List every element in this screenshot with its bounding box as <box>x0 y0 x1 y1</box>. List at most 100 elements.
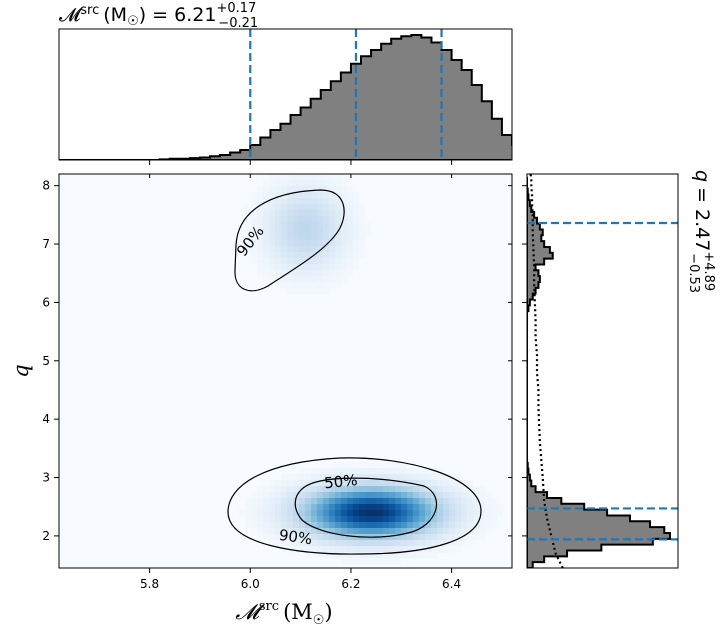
heatmap-cell <box>347 246 354 253</box>
heatmap-cell <box>341 222 348 229</box>
heatmap-cell <box>257 240 264 247</box>
heatmap-cell <box>455 522 462 529</box>
heatmap-cell <box>335 252 342 259</box>
heatmap-cell <box>473 528 480 535</box>
heatmap-cell <box>269 216 276 223</box>
heatmap-cell <box>341 276 348 283</box>
heatmap-cell <box>281 252 288 259</box>
x-tick-label: 6.4 <box>442 577 461 591</box>
heatmap-cell <box>287 234 294 241</box>
heatmap-cell <box>317 486 324 493</box>
heatmap-cell <box>305 528 312 535</box>
heatmap-cell <box>449 528 456 535</box>
heatmap-cell <box>401 498 408 505</box>
heatmap-cell <box>311 186 318 193</box>
heatmap-cell <box>299 528 306 535</box>
heatmap-cell <box>473 534 480 541</box>
heatmap-cell <box>347 504 354 511</box>
heatmap-cell <box>341 228 348 235</box>
heatmap-cell <box>341 198 348 205</box>
heatmap-cell <box>365 546 372 553</box>
heatmap-cell <box>299 540 306 547</box>
heatmap-cell <box>275 498 282 505</box>
heatmap-cell <box>257 246 264 253</box>
heatmap-cell <box>359 510 366 517</box>
heatmap-cell <box>329 252 336 259</box>
heatmap-cell <box>485 516 492 523</box>
heatmap-cell <box>335 210 342 217</box>
heatmap-cell <box>275 222 282 229</box>
heatmap-cell <box>347 204 354 211</box>
heatmap-cell <box>317 480 324 487</box>
heatmap-cell <box>317 528 324 535</box>
heatmap-cell <box>389 522 396 529</box>
heatmap-cell <box>311 516 318 523</box>
heatmap-cell <box>281 486 288 493</box>
heatmap-cell <box>341 528 348 535</box>
heatmap-cell <box>281 474 288 481</box>
heatmap-cell <box>461 498 468 505</box>
heatmap-cell <box>293 492 300 499</box>
heatmap-cell <box>323 270 330 277</box>
heatmap-cell <box>383 534 390 541</box>
heatmap-cell <box>293 516 300 523</box>
heatmap-cell <box>281 498 288 505</box>
heatmap-cell <box>377 522 384 529</box>
heatmap-cell <box>467 516 474 523</box>
heatmap-cell <box>353 516 360 523</box>
heatmap-cell <box>389 498 396 505</box>
heatmap-cell <box>305 210 312 217</box>
right-histogram-step <box>527 176 671 568</box>
heatmap-cell <box>353 234 360 241</box>
heatmap-cell <box>335 534 342 541</box>
heatmap-cell <box>257 258 264 265</box>
heatmap-cell <box>347 498 354 505</box>
heatmap-cell <box>341 180 348 187</box>
heatmap-cell <box>353 228 360 235</box>
heatmap-cell <box>443 474 450 481</box>
heatmap-cell <box>359 516 366 523</box>
heatmap-cell <box>299 234 306 241</box>
heatmap-cell <box>425 468 432 475</box>
heatmap-cell <box>305 240 312 247</box>
heatmap-cell <box>431 468 438 475</box>
heatmap-cell <box>425 522 432 529</box>
heatmap-cell <box>275 492 282 499</box>
heatmap-cell <box>257 534 264 541</box>
joint-density-contours <box>227 189 482 555</box>
heatmap-cell <box>455 504 462 511</box>
heatmap-cell <box>311 258 318 265</box>
heatmap-cell <box>365 504 372 511</box>
heatmap-cell <box>365 522 372 529</box>
heatmap-cell <box>317 186 324 193</box>
heatmap-cell <box>251 192 258 199</box>
heatmap-cell <box>305 204 312 211</box>
heatmap-cell <box>329 186 336 193</box>
heatmap-cell <box>299 180 306 187</box>
heatmap-cell <box>263 258 270 265</box>
heatmap-cell <box>419 552 426 559</box>
heatmap-cell <box>335 180 342 187</box>
heatmap-cell <box>251 234 258 241</box>
heatmap-cell <box>323 228 330 235</box>
heatmap-cell <box>323 282 330 289</box>
heatmap-cell <box>317 258 324 265</box>
heatmap-cell <box>287 528 294 535</box>
heatmap-cell <box>257 486 264 493</box>
heatmap-cell <box>479 534 486 541</box>
heatmap-cell <box>269 174 276 181</box>
heatmap-cell <box>263 186 270 193</box>
heatmap-cell <box>359 498 366 505</box>
heatmap-cell <box>293 228 300 235</box>
heatmap-cell <box>329 468 336 475</box>
heatmap-cell <box>287 222 294 229</box>
heatmap-cell <box>353 240 360 247</box>
heatmap-cell <box>299 534 306 541</box>
heatmap-cell <box>287 540 294 547</box>
heatmap-cell <box>485 528 492 535</box>
x-tick-label: 6.0 <box>241 577 260 591</box>
heatmap-cell <box>275 486 282 493</box>
heatmap-cell <box>287 240 294 247</box>
heatmap-cell <box>245 246 252 253</box>
heatmap-cell <box>299 216 306 223</box>
